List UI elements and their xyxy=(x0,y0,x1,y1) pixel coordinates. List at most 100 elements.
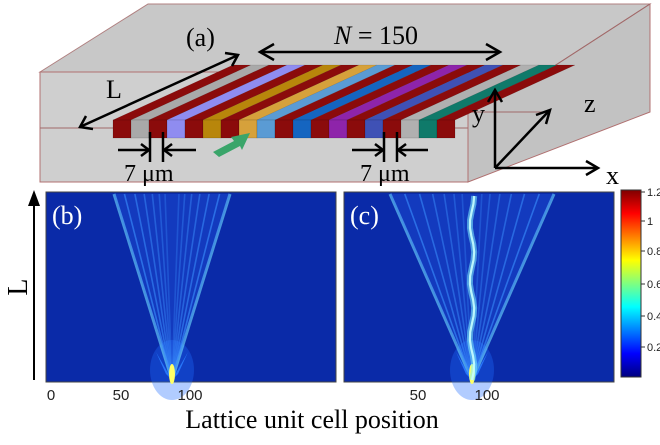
diffraction-lobe xyxy=(388,193,474,381)
diffraction-lobe xyxy=(404,193,473,381)
slab-edge xyxy=(544,3,651,73)
panel-c: (c) xyxy=(343,191,615,400)
diffraction-lobe xyxy=(470,193,556,381)
axis-y-label: y xyxy=(472,99,485,128)
n-arrow-left-head xyxy=(257,42,275,62)
length-arrow-head-1 xyxy=(78,115,94,131)
panel-b: (b) xyxy=(45,191,337,400)
diffraction-lobe xyxy=(164,193,173,381)
waveguide-front xyxy=(148,119,168,139)
diffraction-lobe xyxy=(143,193,173,381)
waveguide-front xyxy=(166,119,186,139)
diffraction-lobe xyxy=(134,193,173,381)
axis-z-line xyxy=(494,111,549,169)
waveguide-front xyxy=(202,119,222,139)
diffraction-lobe xyxy=(123,193,173,381)
gap-right-label: 7 μm xyxy=(360,161,410,187)
axis-x-arrow-icon xyxy=(585,159,601,177)
axis-y-arrow-icon xyxy=(486,87,504,103)
diffraction-lobe xyxy=(171,193,180,381)
n-arrow-right-head xyxy=(485,42,503,62)
colorbar-tick-label: 0.4 xyxy=(647,311,660,323)
waveguide-array-top xyxy=(112,64,576,121)
panel-c-frame xyxy=(343,191,615,383)
apex-spike xyxy=(172,352,188,380)
colorbar-strip xyxy=(620,189,642,378)
diffraction-cone xyxy=(114,194,230,380)
diffraction-lobe xyxy=(171,193,210,381)
diffraction-lobe xyxy=(471,193,540,381)
waveguide-front xyxy=(112,119,132,139)
panel-a-label: (a) xyxy=(186,23,215,52)
waveguide-array-front xyxy=(112,119,456,139)
waveguide-front xyxy=(220,119,240,139)
diffraction-lobe xyxy=(170,193,232,381)
diffraction-lobe xyxy=(418,193,473,381)
waveguide-front xyxy=(184,119,204,139)
guided-beam-core xyxy=(468,195,476,381)
waveguide-front xyxy=(130,119,150,139)
y-axis-label: L xyxy=(3,278,34,295)
panel-c-label: (c) xyxy=(350,201,379,230)
diffraction-lobe xyxy=(112,193,174,381)
length-arrow-head-2 xyxy=(224,51,240,67)
diffraction-lobe xyxy=(151,193,173,381)
gap-left-arrowhead-2 xyxy=(161,143,173,157)
input-beam-arrow-icon xyxy=(213,133,250,157)
panel-b-intensity-pattern xyxy=(112,193,232,400)
n-label: N = 150 xyxy=(333,21,418,50)
panel-b-x-ticks: 0 50 100 xyxy=(47,387,203,404)
waveguide-front xyxy=(364,119,384,139)
diffraction-lobe xyxy=(171,193,193,381)
gap-right-arrowhead-1 xyxy=(374,143,386,157)
y-axis-annotation: L xyxy=(3,190,40,380)
x-tick-label: 100 xyxy=(474,387,499,404)
waveguide-front xyxy=(292,119,312,139)
length-label: L xyxy=(106,75,122,104)
length-arrow-line xyxy=(81,54,237,128)
axis-z-arrow-icon xyxy=(535,108,552,125)
diffraction-lobe xyxy=(443,193,473,381)
diffraction-lobe xyxy=(171,193,201,381)
x-tick-label: 50 xyxy=(113,387,130,404)
diffraction-lobe xyxy=(471,193,526,381)
diffraction-lobe xyxy=(471,193,491,381)
apex-spike xyxy=(156,352,172,380)
waveguide-front xyxy=(346,119,366,139)
diffraction-lobe xyxy=(158,193,173,381)
x-tick-label: 50 xyxy=(410,387,427,404)
colorbar-tick-label: 1.2 xyxy=(647,187,660,199)
colorbar-tick-label: 0.2 xyxy=(647,342,660,354)
x-tick-label: 100 xyxy=(177,387,202,404)
panel-a: (a) N = 150 L 7 μm 7 μm y xyxy=(38,3,652,190)
axis-x-label: x xyxy=(606,161,619,190)
colorbar: 1.2 1 0.8 0.6 0.4 0.2 xyxy=(620,187,660,378)
diffraction-lobe xyxy=(171,193,221,381)
panel-b-label: (b) xyxy=(52,201,82,230)
waveguide-front xyxy=(274,119,294,139)
apex-hotspot xyxy=(169,364,175,384)
waveguide-front xyxy=(310,119,330,139)
waveguide-front xyxy=(328,119,348,139)
y-axis-arrow-icon xyxy=(28,190,40,206)
diffraction-lobe xyxy=(471,193,513,381)
diffraction-lobe xyxy=(471,193,501,381)
gap-left-arrowhead-1 xyxy=(140,143,152,157)
waveguide-front xyxy=(418,119,438,139)
colorbar-ticks: 1.2 1 0.8 0.6 0.4 0.2 xyxy=(641,187,660,354)
diffraction-lobe xyxy=(171,193,186,381)
colorbar-tick-label: 0.6 xyxy=(647,279,660,291)
waveguide-front xyxy=(436,119,456,139)
colorbar-tick-label: 0.8 xyxy=(647,246,660,258)
x-axis-label: Lattice unit cell position xyxy=(185,405,438,434)
diffraction-lobe xyxy=(431,193,473,381)
waveguide-front xyxy=(256,119,276,139)
waveguide-front xyxy=(400,119,420,139)
panel-c-x-ticks: 50 100 xyxy=(410,387,500,404)
colorbar-tick-label: 1 xyxy=(647,216,653,228)
x-tick-label: 0 xyxy=(47,387,55,404)
apex-spike xyxy=(456,352,472,380)
panel-c-intensity-pattern xyxy=(388,193,556,400)
axis-z-label: z xyxy=(584,89,596,118)
